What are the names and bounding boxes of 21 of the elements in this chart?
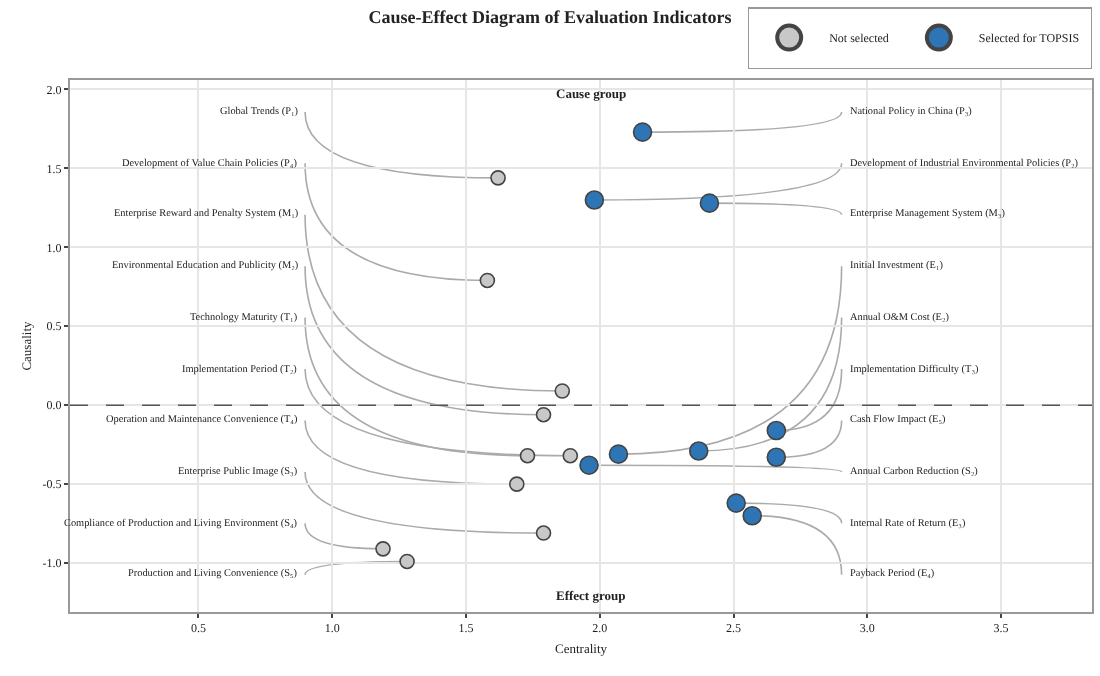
point [632,122,653,142]
point [766,420,787,441]
point [699,193,720,213]
point [490,170,506,186]
point [562,447,579,464]
point [584,190,605,210]
point [375,541,391,557]
point [479,272,496,289]
point [742,505,763,526]
point [519,447,536,464]
point [554,383,571,399]
point [535,525,552,541]
point [726,493,746,513]
point [688,441,709,461]
point [766,447,787,468]
chart-title: Cause-Effect Diagram of Evaluation Indicators [368,6,733,27]
point [399,553,415,570]
point [509,476,525,492]
point [535,406,552,423]
point [608,444,629,464]
point [579,455,599,475]
